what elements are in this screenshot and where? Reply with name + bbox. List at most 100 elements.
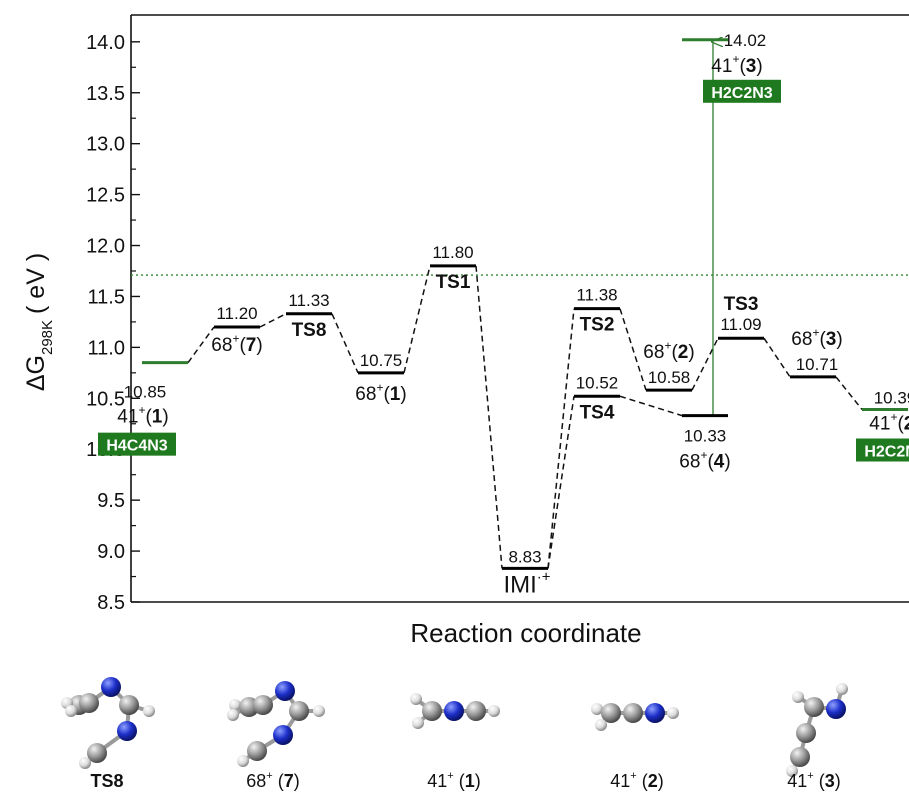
x-axis-label: Reaction coordinate xyxy=(410,618,641,648)
level-label: 68+(3) xyxy=(791,325,842,350)
atom-C xyxy=(422,701,442,721)
energy-level-68p3: 10.71 68+(3) xyxy=(790,325,843,379)
level-label: TS2 xyxy=(580,315,615,336)
level-value: 11.20 xyxy=(216,304,257,323)
energy-level-imi: 8.83 IMI·+ xyxy=(502,547,551,598)
atom-C xyxy=(466,701,486,721)
level-value: 11.38 xyxy=(576,286,617,305)
atom-H xyxy=(237,755,249,767)
level-value: 8.83 xyxy=(508,547,541,566)
level-label: TS1 xyxy=(436,272,471,293)
atom-N xyxy=(273,725,293,745)
energy-level-ts1: 11.80 TS1 xyxy=(430,243,476,293)
y-axis-symbol: ΔG xyxy=(22,355,50,391)
path-connector xyxy=(619,308,647,391)
atom-C xyxy=(119,695,139,715)
level-value: 10.52 xyxy=(576,373,619,392)
atom-C xyxy=(623,703,643,723)
formula-tag: H2C2N3 xyxy=(711,85,772,102)
y-tick-label: 8.5 xyxy=(97,592,125,614)
atom-N xyxy=(117,721,137,741)
path-connector xyxy=(403,265,431,374)
energy-level-68p1: 10.75 68+(1) xyxy=(355,351,406,405)
level-value: 11.80 xyxy=(432,243,473,262)
y-tick-label: 10.5 xyxy=(86,388,125,410)
atom-N xyxy=(101,677,121,697)
atom-N xyxy=(826,699,846,719)
atom-H xyxy=(79,757,91,769)
atom-H xyxy=(143,705,155,717)
atom-H xyxy=(667,707,679,719)
path-connector xyxy=(187,326,215,364)
path-connector xyxy=(259,313,287,328)
atom-C xyxy=(790,747,810,767)
level-label: TS8 xyxy=(292,320,327,341)
formula-tag-bg xyxy=(703,79,781,103)
atom-C xyxy=(253,695,273,715)
level-label: 41+(3) xyxy=(711,52,762,77)
atom-C xyxy=(247,741,267,761)
level-label: 41+(1) xyxy=(117,403,168,428)
level-label: TS4 xyxy=(580,402,615,423)
path-connector xyxy=(547,396,575,569)
atom-H xyxy=(227,709,239,721)
path-connector xyxy=(835,376,863,410)
molecule-41p1: 41+ (1) xyxy=(410,693,500,791)
path-connector xyxy=(691,337,719,391)
molecule-ts8: TS8 xyxy=(61,677,155,791)
atom-C xyxy=(79,693,99,713)
level-value: 10.71 xyxy=(796,355,839,374)
y-tick-label: 13.0 xyxy=(86,134,125,156)
energy-level-68p4: 10.33 68+(4) xyxy=(679,414,731,473)
level-value: 10.39 xyxy=(874,389,909,408)
atom-C xyxy=(289,701,309,721)
y-axis-subscript: 298K xyxy=(39,320,56,355)
formula-tag-bg xyxy=(856,438,909,462)
molecule-41p2: 41+ (2) xyxy=(591,703,679,791)
level-value: 14.02 xyxy=(724,31,767,50)
formula-tag: H4C4N3 xyxy=(106,438,167,455)
molecule-68p7: 68+ (7) xyxy=(227,681,325,791)
y-tick-label: 9.5 xyxy=(97,490,125,512)
molecule-structures: TS8 68+ (7) 41+ (1) 41+ (2) 41+ (3) xyxy=(61,677,848,791)
level-label: 68+(7) xyxy=(211,331,262,356)
level-label: 68+(2) xyxy=(643,339,694,364)
level-label: 68+(4) xyxy=(679,448,730,473)
structure-label: 41+ (1) xyxy=(427,770,480,791)
plot-area: 8.59.09.510.010.511.011.512.012.513.013.… xyxy=(86,14,909,614)
atom-C xyxy=(601,703,621,723)
energy-level-ts2: 11.38 TS2 xyxy=(574,286,620,336)
path-connector xyxy=(619,395,683,417)
energy-level-ts8: 11.33 TS8 xyxy=(286,291,332,341)
atom-H xyxy=(412,717,424,729)
level-value: 10.85 xyxy=(124,383,167,402)
atom-H xyxy=(595,719,607,731)
y-tick-label: 9.0 xyxy=(97,541,125,563)
y-axis-unit: ( eV ) xyxy=(22,253,50,314)
structure-label: 68+ (7) xyxy=(246,770,299,791)
atom-H xyxy=(786,765,798,777)
atom-C xyxy=(87,743,107,763)
structure-label: TS8 xyxy=(90,771,123,791)
energy-level-41p2: 10.39 41+(2) H2C2N3 xyxy=(856,389,909,462)
level-value: 11.09 xyxy=(720,315,761,334)
atom-N xyxy=(645,703,665,723)
atom-H xyxy=(65,705,77,717)
structure-label: 41+ (2) xyxy=(610,770,663,791)
energy-level-68p7: 11.20 68+(7) xyxy=(211,304,262,356)
level-label: 41+(2) xyxy=(869,410,909,435)
y-tick-label: 11.5 xyxy=(88,286,125,308)
svg-text:ΔG298K( eV ): ΔG298K ( eV ) xyxy=(22,253,56,391)
y-tick-label: 12.5 xyxy=(86,185,125,207)
level-value: 10.75 xyxy=(360,351,403,370)
y-tick-label: 12.0 xyxy=(86,236,125,258)
y-axis-label: ΔG298K ( eV ) xyxy=(22,253,56,391)
energy-level-ts4: 10.52 TS4 xyxy=(574,373,620,423)
atom-H xyxy=(229,699,241,711)
atom-H xyxy=(591,703,603,715)
atom-C xyxy=(796,723,816,743)
level-label: TS3 xyxy=(724,294,759,315)
